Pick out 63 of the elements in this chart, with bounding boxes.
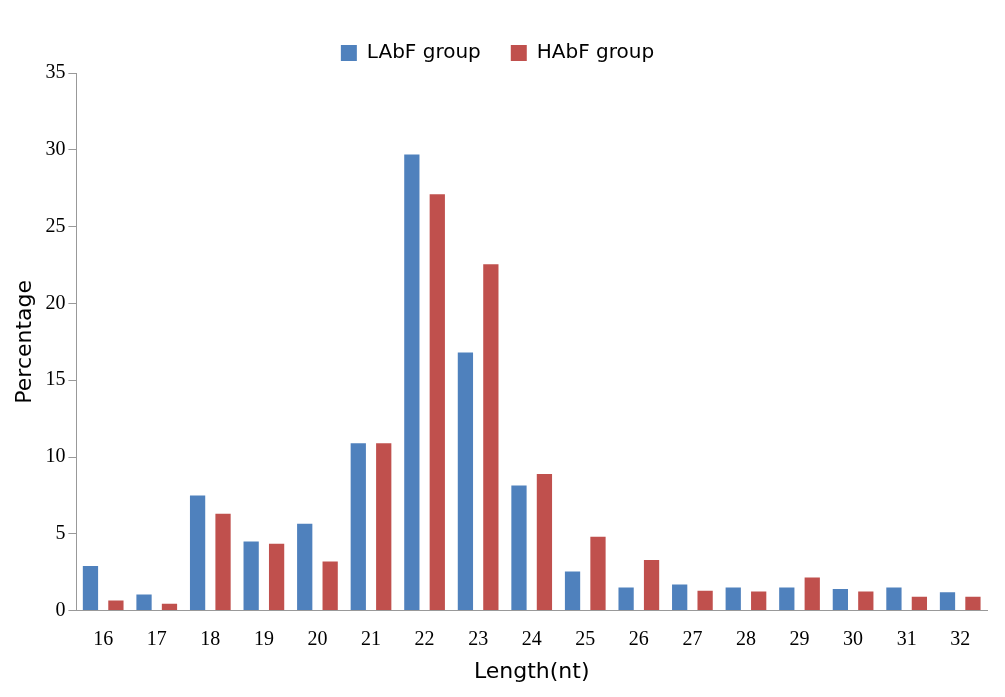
bar [886,587,902,611]
y-tick-label: 5 [55,521,66,544]
x-tick-label: 22 [414,626,435,649]
bar [939,592,956,611]
bar [350,443,366,611]
y-axis-title: Percentage [10,279,36,404]
bar [215,513,231,611]
bar [564,571,581,611]
bar [751,591,767,611]
bar [697,590,713,611]
bar [672,584,688,611]
legend-label: LAbF group [366,39,481,64]
bar [725,587,741,611]
bar [136,594,152,611]
y-tick-label: 20 [45,290,66,313]
x-tick-label: 19 [253,626,274,649]
bar [297,523,313,611]
y-tick-label: 0 [55,597,66,620]
y-tick-label: 25 [45,213,66,236]
bar [511,485,527,611]
bar [404,154,420,611]
y-tick-label: 15 [45,367,66,390]
bar [376,443,392,611]
x-tick-label: 31 [896,626,917,649]
x-tick-label: 28 [735,626,756,649]
bar [322,561,338,611]
bar [108,600,124,611]
x-tick-label: 17 [146,626,167,649]
x-tick-label: 20 [307,626,328,649]
y-tick-label: 30 [45,137,66,160]
bar [483,264,499,611]
bar [189,495,206,611]
bar [536,473,553,611]
bar [643,559,660,611]
bar [82,566,99,611]
x-tick-label: 24 [521,626,542,649]
x-tick-label: 29 [789,626,810,649]
x-tick-label: 18 [200,626,221,649]
x-tick-label: 26 [628,626,649,649]
bar [858,591,874,611]
bar [457,352,474,611]
x-tick-label: 30 [843,626,864,649]
y-tick-label: 35 [45,60,66,83]
bar [804,577,820,611]
bar [832,589,848,611]
x-tick-label: 23 [468,626,489,649]
x-tick-label: 27 [682,626,703,649]
legend-label: HAbF group [536,39,655,64]
bar [618,587,634,611]
y-tick-label: 10 [45,444,66,467]
bar [429,194,445,611]
bar [243,541,259,611]
x-tick-label: 16 [93,626,114,649]
bar [590,536,606,611]
bar [161,603,178,611]
bar [268,543,285,611]
bar [911,596,928,611]
bar [965,596,981,611]
x-tick-label: 32 [950,626,971,649]
x-tick-label: 21 [361,626,382,649]
bar [779,587,795,611]
x-axis-title: Length(nt) [473,657,590,683]
x-tick-label: 25 [575,626,596,649]
